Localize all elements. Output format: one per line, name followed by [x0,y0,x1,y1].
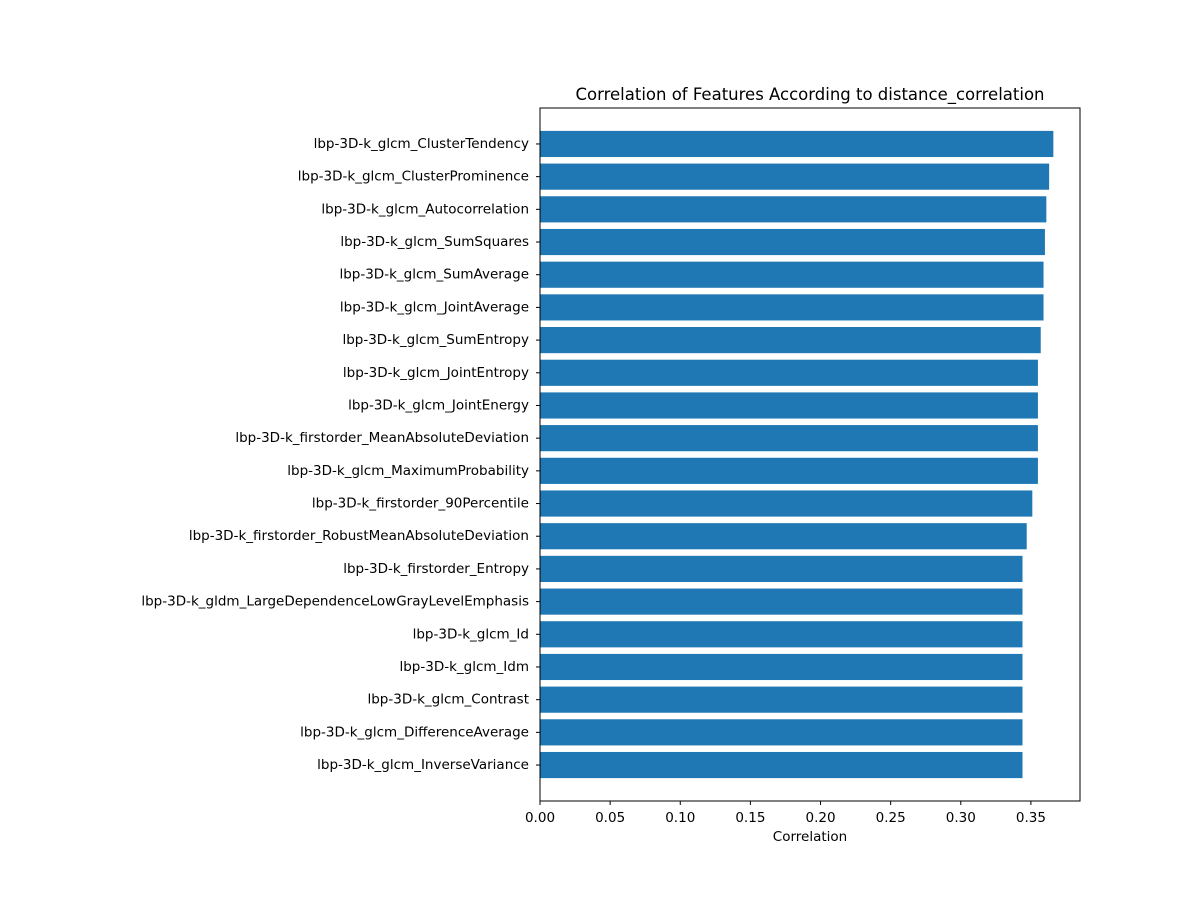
bar [540,163,1050,190]
y-tick-label: lbp-3D-k_glcm_SumAverage [339,267,529,283]
bar [540,327,1041,354]
y-tick-label: lbp-3D-k_glcm_JointEnergy [348,397,529,413]
y-axis: lbp-3D-k_glcm_ClusterTendency lbp-3D-k_gl… [141,136,540,773]
x-tick-label: 0.25 [876,810,906,826]
bar [540,294,1044,321]
y-tick-label: lbp-3D-k_glcm_ClusterProminence [298,169,529,185]
y-tick-label: lbp-3D-k_glcm_Contrast [367,692,529,708]
y-tick-label: lbp-3D-k_firstorder_90Percentile [312,496,529,512]
y-tick-label: lbp-3D-k_firstorder_RobustMeanAbsoluteDe… [189,528,529,544]
y-tick-label: lbp-3D-k_glcm_JointAverage [340,299,529,315]
bar [540,653,1023,681]
bar [540,392,1038,419]
y-tick-label: lbp-3D-k_glcm_JointEntropy [343,365,529,381]
bar [540,457,1038,484]
y-tick-label: lbp-3D-k_glcm_SumEntropy [342,332,529,348]
bar [540,751,1023,779]
bar [540,686,1023,713]
y-tick-label: lbp-3D-k_gldm_LargeDependenceLowGrayLeve… [141,594,529,610]
x-tick-label: 0.10 [665,810,695,826]
bar [540,523,1027,550]
y-tick-label: lbp-3D-k_glcm_SumSquares [340,234,529,250]
y-tick-label: lbp-3D-k_glcm_Autocorrelation [321,201,529,217]
x-tick-label: 0.30 [946,810,976,826]
bar [540,719,1023,746]
bar [540,621,1023,648]
bar [540,130,1054,158]
bars-layer [540,130,1054,779]
x-tick-label: 0.20 [805,810,835,826]
bar [540,228,1045,256]
y-tick-label: lbp-3D-k_glcm_InverseVariance [317,757,529,773]
y-tick-label: lbp-3D-k_glcm_ClusterTendency [314,136,529,152]
bar [540,359,1038,386]
bar [540,196,1047,223]
x-tick-label: 0.05 [595,810,625,826]
plot-frame [539,107,1081,802]
x-tick-label: 0.35 [1016,810,1046,826]
x-tick-label: 0.15 [735,810,765,826]
y-tick-label: lbp-3D-k_glcm_MaximumProbability [287,463,529,479]
y-tick-label: lbp-3D-k_firstorder_Entropy [343,561,529,577]
x-tick-label: 0.00 [525,810,555,826]
x-axis: 0.00 0.05 0.10 0.15 0.20 0.25 0.30 0.35 [525,801,1046,826]
bar [540,588,1023,615]
y-tick-label: lbp-3D-k_glcm_Id [413,626,529,642]
y-tick-label: lbp-3D-k_firstorder_MeanAbsoluteDeviatio… [235,430,529,446]
y-tick-label: lbp-3D-k_glcm_Idm [399,659,529,675]
y-tick-label: lbp-3D-k_glcm_DifferenceAverage [300,724,529,740]
chart-title: Correlation of Features According to dis… [575,85,1044,105]
bar [540,490,1033,517]
bar [540,555,1023,582]
bar [540,425,1038,452]
x-axis-title: Correlation [773,829,847,845]
bar [540,261,1044,288]
